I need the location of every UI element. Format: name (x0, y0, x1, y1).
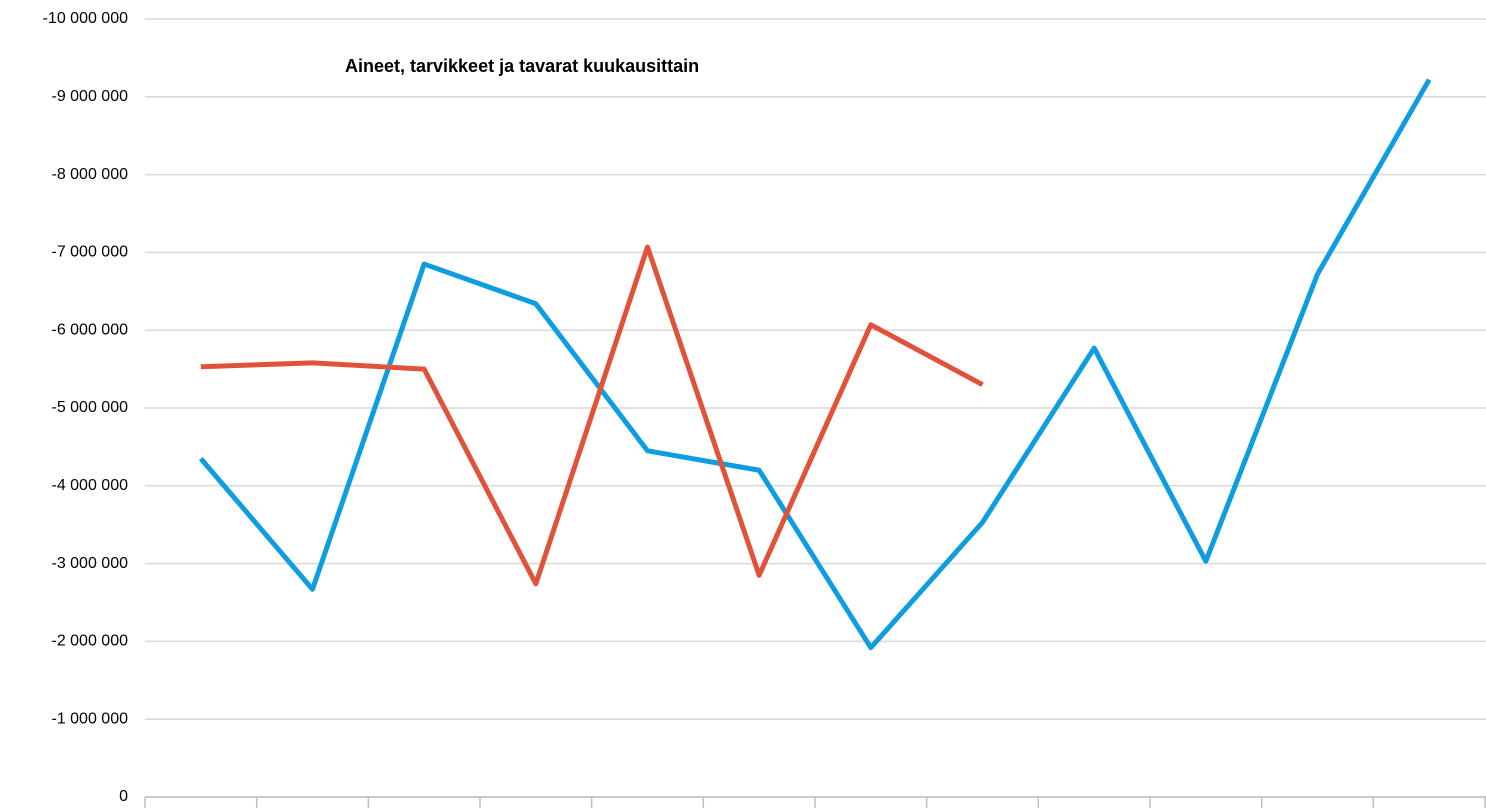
x-tick-label: 8 (978, 806, 987, 808)
y-tick-label: -4 000 000 (51, 477, 128, 494)
y-tick-label: -6 000 000 (51, 321, 128, 338)
x-tick-label: 2 (308, 806, 317, 808)
x-tick-label: 3 (420, 806, 429, 808)
y-tick-label: -5 000 000 (51, 399, 128, 416)
y-tick-label: -9 000 000 (51, 88, 128, 105)
line-series (200, 244, 984, 587)
x-tick-label: 5 (643, 806, 652, 808)
x-tick-label: 4 (531, 806, 540, 808)
x-tick-label: 12 (1420, 806, 1438, 808)
y-tick-label: -1 000 000 (51, 710, 128, 727)
x-tick-label: 9 (1090, 806, 1099, 808)
x-tick-label: 1 (196, 806, 205, 808)
chart-title: Aineet, tarvikkeet ja tavarat kuukausitt… (345, 56, 699, 76)
x-tick-label: 11 (1309, 806, 1326, 808)
x-tick-label: 10 (1197, 806, 1215, 808)
y-tick-label: -7 000 000 (51, 244, 128, 261)
y-tick-label: -3 000 000 (51, 555, 128, 572)
x-tick-label: 6 (755, 806, 764, 808)
y-tick-label: -2 000 000 (51, 633, 128, 650)
y-tick-label: -8 000 000 (51, 166, 128, 183)
y-tick-label: -10 000 000 (43, 10, 129, 27)
line-series (198, 78, 1432, 651)
y-tick-label: 0 (119, 788, 128, 805)
x-tick-label: 7 (866, 806, 875, 808)
